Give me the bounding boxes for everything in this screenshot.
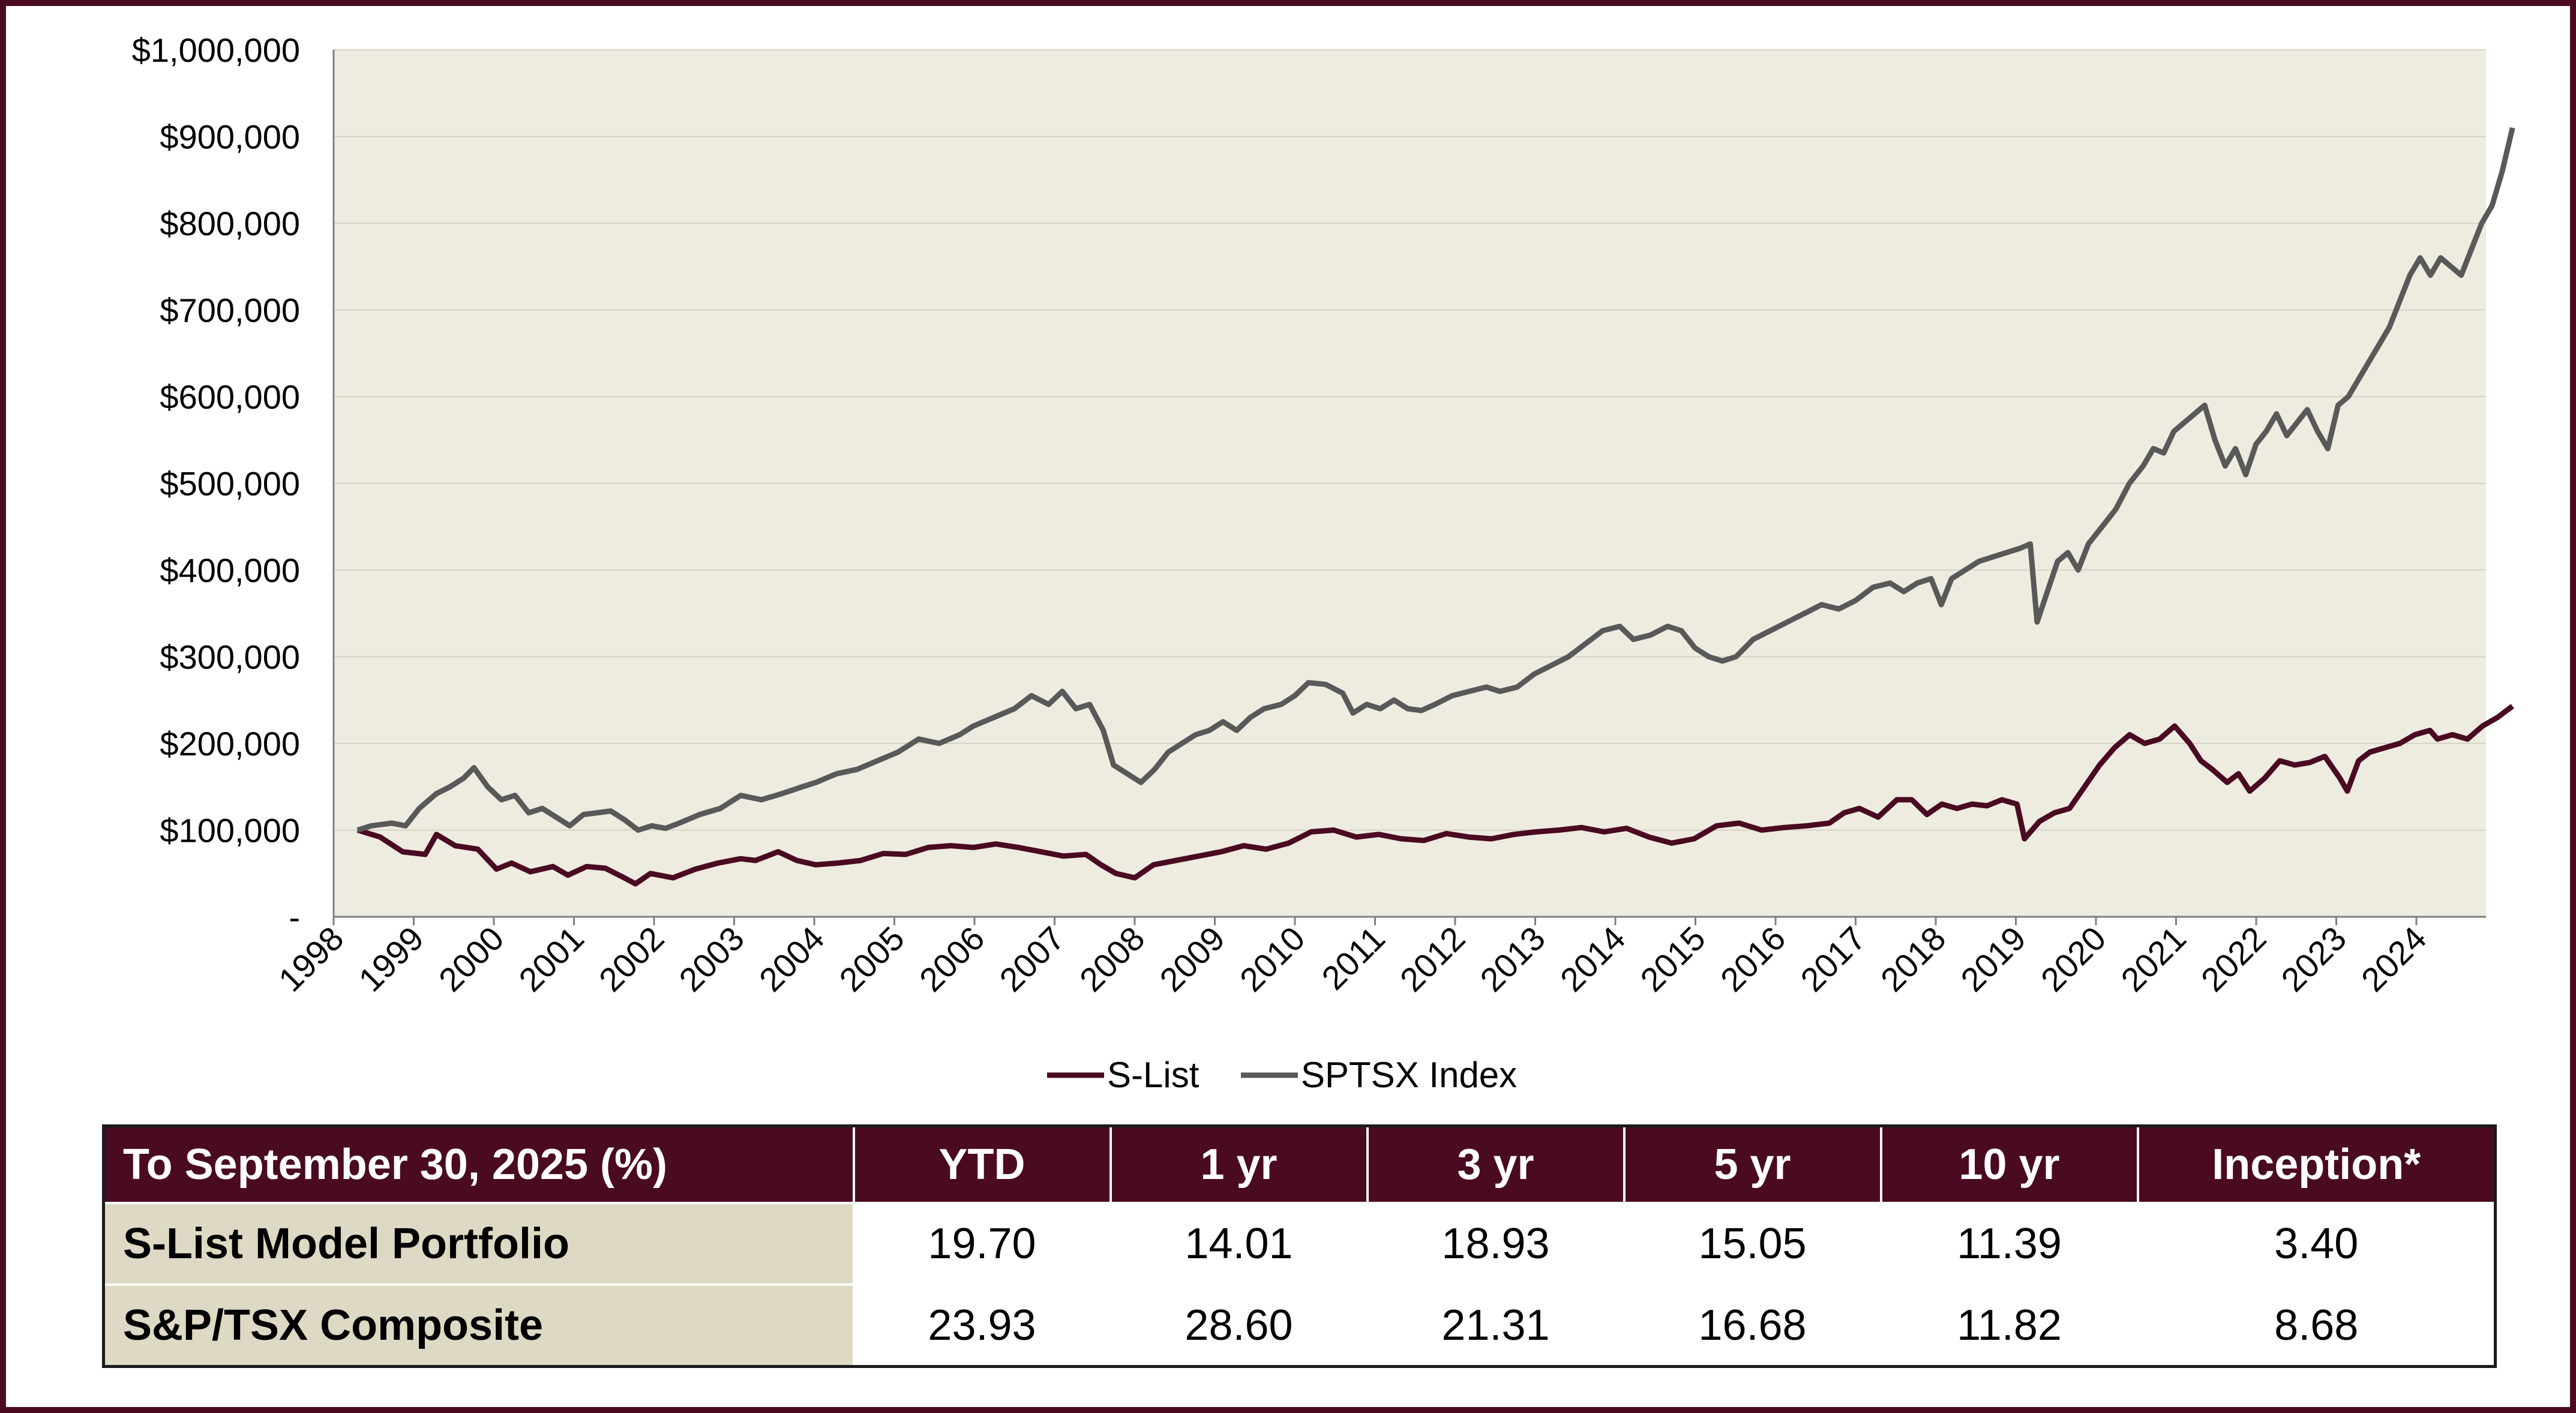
table-cell: 3.40 bbox=[2136, 1202, 2496, 1285]
table-cell: 23.93 bbox=[852, 1283, 1111, 1367]
table-cell: 28.60 bbox=[1109, 1283, 1368, 1367]
table-row: S&P/TSX Composite 23.93 28.60 21.31 16.6… bbox=[103, 1283, 2496, 1367]
x-tick-label: 2008 bbox=[1072, 919, 1152, 999]
x-tick-label: 2007 bbox=[992, 919, 1072, 999]
x-tick-label: 2024 bbox=[2354, 919, 2434, 999]
legend-label: S-List bbox=[1107, 1055, 1199, 1095]
y-tick-label: $1,000,000 bbox=[132, 31, 300, 69]
y-tick-label: $600,000 bbox=[160, 378, 300, 416]
table-header-5yr: 5 yr bbox=[1623, 1126, 1881, 1203]
x-tick-label: 2002 bbox=[592, 919, 671, 999]
table-header-ytd: YTD bbox=[852, 1126, 1111, 1203]
table-cell: 11.39 bbox=[1879, 1202, 2138, 1285]
x-tick-label: 2012 bbox=[1393, 919, 1473, 999]
table-header-period: To September 30, 2025 (%) bbox=[103, 1126, 854, 1203]
x-tick-label: 2006 bbox=[912, 919, 992, 999]
x-tick-label: 2016 bbox=[1713, 919, 1793, 999]
performance-table: To September 30, 2025 (%) YTD 1 yr 3 yr … bbox=[102, 1124, 2497, 1368]
table-cell: 16.68 bbox=[1623, 1283, 1881, 1367]
x-tick-label: 2001 bbox=[511, 919, 591, 999]
table-cell: 14.01 bbox=[1109, 1202, 1368, 1285]
x-tick-label: 1998 bbox=[271, 919, 351, 999]
y-tick-label: $900,000 bbox=[160, 118, 300, 156]
y-tick-label: $200,000 bbox=[160, 725, 300, 763]
performance-chart: - $100,000 $200,000 $300,000 $400,000 $500,00… bbox=[132, 31, 2515, 1095]
x-tick-label: 2018 bbox=[1873, 919, 1953, 999]
table-header-inception: Inception* bbox=[2136, 1126, 2496, 1203]
x-tick-label: 1999 bbox=[351, 919, 431, 999]
table-cell: 19.70 bbox=[852, 1202, 1111, 1285]
row-label-s-list: S-List Model Portfolio bbox=[103, 1202, 854, 1285]
table-header-row: To September 30, 2025 (%) YTD 1 yr 3 yr … bbox=[103, 1126, 2496, 1203]
x-tick-label: 2010 bbox=[1232, 919, 1312, 999]
x-tick-label: 2004 bbox=[752, 919, 832, 999]
legend-label: SPTSX Index bbox=[1301, 1055, 1517, 1095]
x-tick-label: 2022 bbox=[2194, 919, 2274, 999]
x-tick-label: 2020 bbox=[2034, 919, 2113, 999]
x-tick-label: 2003 bbox=[671, 919, 751, 999]
table-cell: 15.05 bbox=[1623, 1202, 1881, 1285]
y-tick-label: $100,000 bbox=[160, 812, 300, 850]
x-tick-label: 2011 bbox=[1314, 919, 1392, 997]
x-tick-label: 2013 bbox=[1473, 919, 1552, 999]
y-tick-label: - bbox=[289, 898, 300, 936]
x-tick-label: 2009 bbox=[1152, 919, 1232, 999]
table-cell: 21.31 bbox=[1366, 1283, 1624, 1367]
table-cell: 11.82 bbox=[1879, 1283, 2138, 1367]
table-cell: 8.68 bbox=[2136, 1283, 2496, 1367]
y-tick-label: $400,000 bbox=[160, 551, 300, 589]
x-tick-label: 2021 bbox=[2113, 919, 2193, 999]
table-header-1yr: 1 yr bbox=[1109, 1126, 1368, 1203]
y-tick-label: $300,000 bbox=[160, 638, 300, 676]
x-tick-label: 2023 bbox=[2274, 919, 2353, 999]
table-cell: 18.93 bbox=[1366, 1202, 1624, 1285]
x-tick-label: 2005 bbox=[832, 919, 911, 999]
x-tick-label: 2015 bbox=[1633, 919, 1713, 999]
x-tick-label: 2000 bbox=[431, 919, 511, 999]
y-tick-label: $800,000 bbox=[160, 205, 300, 242]
y-tick-label: $700,000 bbox=[160, 292, 300, 329]
table-row: S-List Model Portfolio 19.70 14.01 18.93… bbox=[103, 1202, 2496, 1285]
series-line-sptsx bbox=[356, 127, 2515, 833]
x-tick-label: 2019 bbox=[1953, 919, 2033, 999]
table-header-10yr: 10 yr bbox=[1879, 1126, 2138, 1203]
row-label-sptsx: S&P/TSX Composite bbox=[103, 1283, 854, 1367]
x-tick-label: 2017 bbox=[1793, 919, 1873, 999]
series-line-s-list bbox=[356, 704, 2514, 887]
table-header-3yr: 3 yr bbox=[1366, 1126, 1624, 1203]
x-tick-label: 2014 bbox=[1553, 919, 1633, 999]
y-tick-label: $500,000 bbox=[160, 465, 300, 503]
